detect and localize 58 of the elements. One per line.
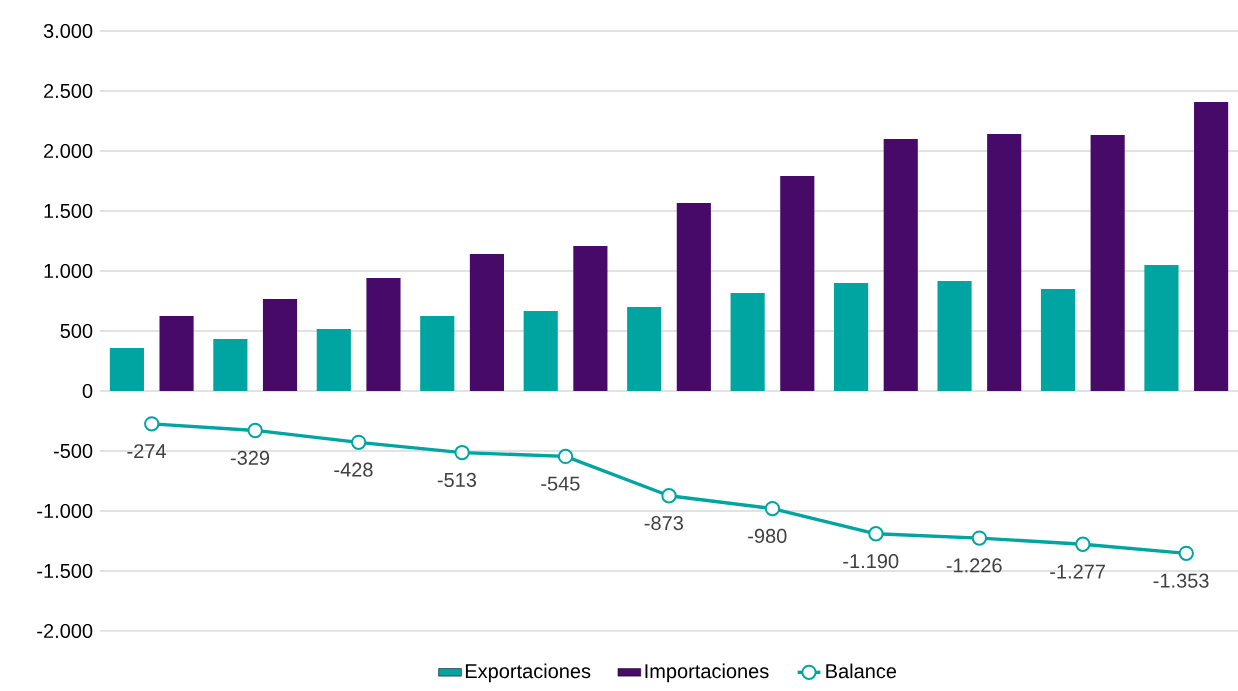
point xyxy=(1075,536,1091,552)
data-label: -873 xyxy=(644,516,683,531)
bar xyxy=(1194,102,1229,391)
legend-label: Balance xyxy=(826,663,897,679)
y-tick-label: -2.000 xyxy=(37,623,93,639)
bar xyxy=(627,306,662,391)
bar xyxy=(573,246,608,391)
point xyxy=(764,500,781,517)
bar xyxy=(159,315,194,391)
point xyxy=(557,448,574,465)
data-label: -1.190 xyxy=(843,554,899,569)
point xyxy=(454,444,470,461)
bar xyxy=(213,339,248,391)
data-label: -329 xyxy=(230,450,270,465)
bar xyxy=(1090,135,1125,391)
point xyxy=(247,422,263,439)
bar xyxy=(316,328,351,391)
bar xyxy=(987,133,1022,391)
bar xyxy=(730,292,765,391)
data-label: -274 xyxy=(127,444,166,459)
data-label: -428 xyxy=(334,462,373,477)
y-tick-label: -1.000 xyxy=(37,503,93,519)
y-tick-label: -1.500 xyxy=(37,563,93,579)
y-tick-label: -500 xyxy=(53,443,93,459)
bar xyxy=(109,348,144,391)
data-label: -980 xyxy=(748,528,787,544)
point xyxy=(661,488,677,504)
data-label: -1.277 xyxy=(1050,564,1105,579)
legend-label: Importaciones xyxy=(645,663,769,683)
bar xyxy=(834,282,869,391)
bar xyxy=(262,298,298,391)
y-tick-label: 1.000 xyxy=(44,263,93,279)
bar xyxy=(676,202,711,391)
data-label: -545 xyxy=(541,476,580,491)
point xyxy=(350,434,367,451)
bar xyxy=(780,175,815,391)
bar xyxy=(469,253,504,391)
y-tick-label: 500 xyxy=(60,323,93,339)
point xyxy=(971,530,988,546)
y-tick-label: 2.500 xyxy=(44,83,93,99)
point xyxy=(1178,545,1194,562)
data-label: -1.353 xyxy=(1153,573,1209,588)
legend-label: Exportaciones xyxy=(465,663,591,683)
bar xyxy=(1040,288,1076,391)
data-label: -1.226 xyxy=(946,558,1002,573)
point xyxy=(144,416,160,432)
bar xyxy=(883,138,918,391)
bar xyxy=(523,310,558,391)
y-tick-label: 2.000 xyxy=(44,143,93,159)
y-tick-label: 0 xyxy=(82,383,93,399)
data-label: -513 xyxy=(437,472,477,487)
point xyxy=(868,526,884,542)
y-tick-label: 3.000 xyxy=(43,23,93,39)
bar xyxy=(1144,264,1179,391)
bar xyxy=(366,277,401,391)
bar xyxy=(420,315,455,391)
y-tick-label: 1.500 xyxy=(44,203,93,219)
bar xyxy=(937,280,972,391)
